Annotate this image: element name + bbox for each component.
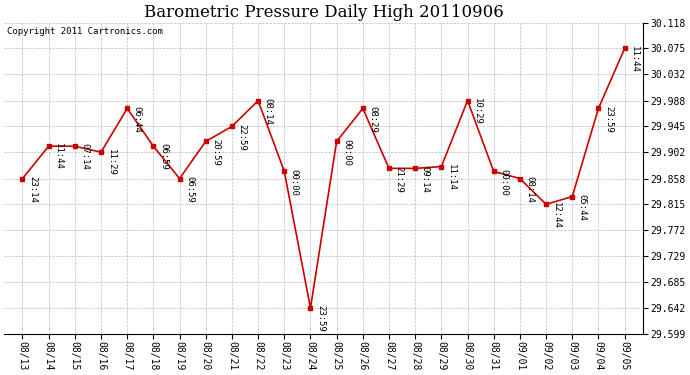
Title: Barometric Pressure Daily High 20110906: Barometric Pressure Daily High 20110906 <box>144 4 504 21</box>
Text: 23:59: 23:59 <box>604 106 613 132</box>
Text: 00:00: 00:00 <box>342 139 351 165</box>
Text: 11:44: 11:44 <box>55 143 63 170</box>
Text: 05:44: 05:44 <box>578 194 586 220</box>
Text: 11:14: 11:14 <box>447 164 456 190</box>
Text: 11:44: 11:44 <box>630 46 639 73</box>
Text: 09:14: 09:14 <box>421 166 430 192</box>
Text: 08:29: 08:29 <box>368 106 377 132</box>
Text: 22:59: 22:59 <box>237 124 246 150</box>
Text: 21:29: 21:29 <box>395 166 404 192</box>
Text: 11:29: 11:29 <box>106 149 116 176</box>
Text: 06:59: 06:59 <box>159 143 168 170</box>
Text: 06:59: 06:59 <box>185 176 194 203</box>
Text: 10:29: 10:29 <box>473 98 482 125</box>
Text: 08:14: 08:14 <box>526 176 535 203</box>
Text: Copyright 2011 Cartronics.com: Copyright 2011 Cartronics.com <box>8 27 164 36</box>
Text: 00:00: 00:00 <box>500 169 509 195</box>
Text: 12:44: 12:44 <box>551 202 561 228</box>
Text: 07:14: 07:14 <box>81 143 90 170</box>
Text: 08:14: 08:14 <box>264 98 273 125</box>
Text: 23:14: 23:14 <box>28 176 37 203</box>
Text: 20:59: 20:59 <box>211 139 220 165</box>
Text: 00:00: 00:00 <box>290 169 299 195</box>
Text: 23:59: 23:59 <box>316 305 325 332</box>
Text: 06:44: 06:44 <box>132 106 141 132</box>
